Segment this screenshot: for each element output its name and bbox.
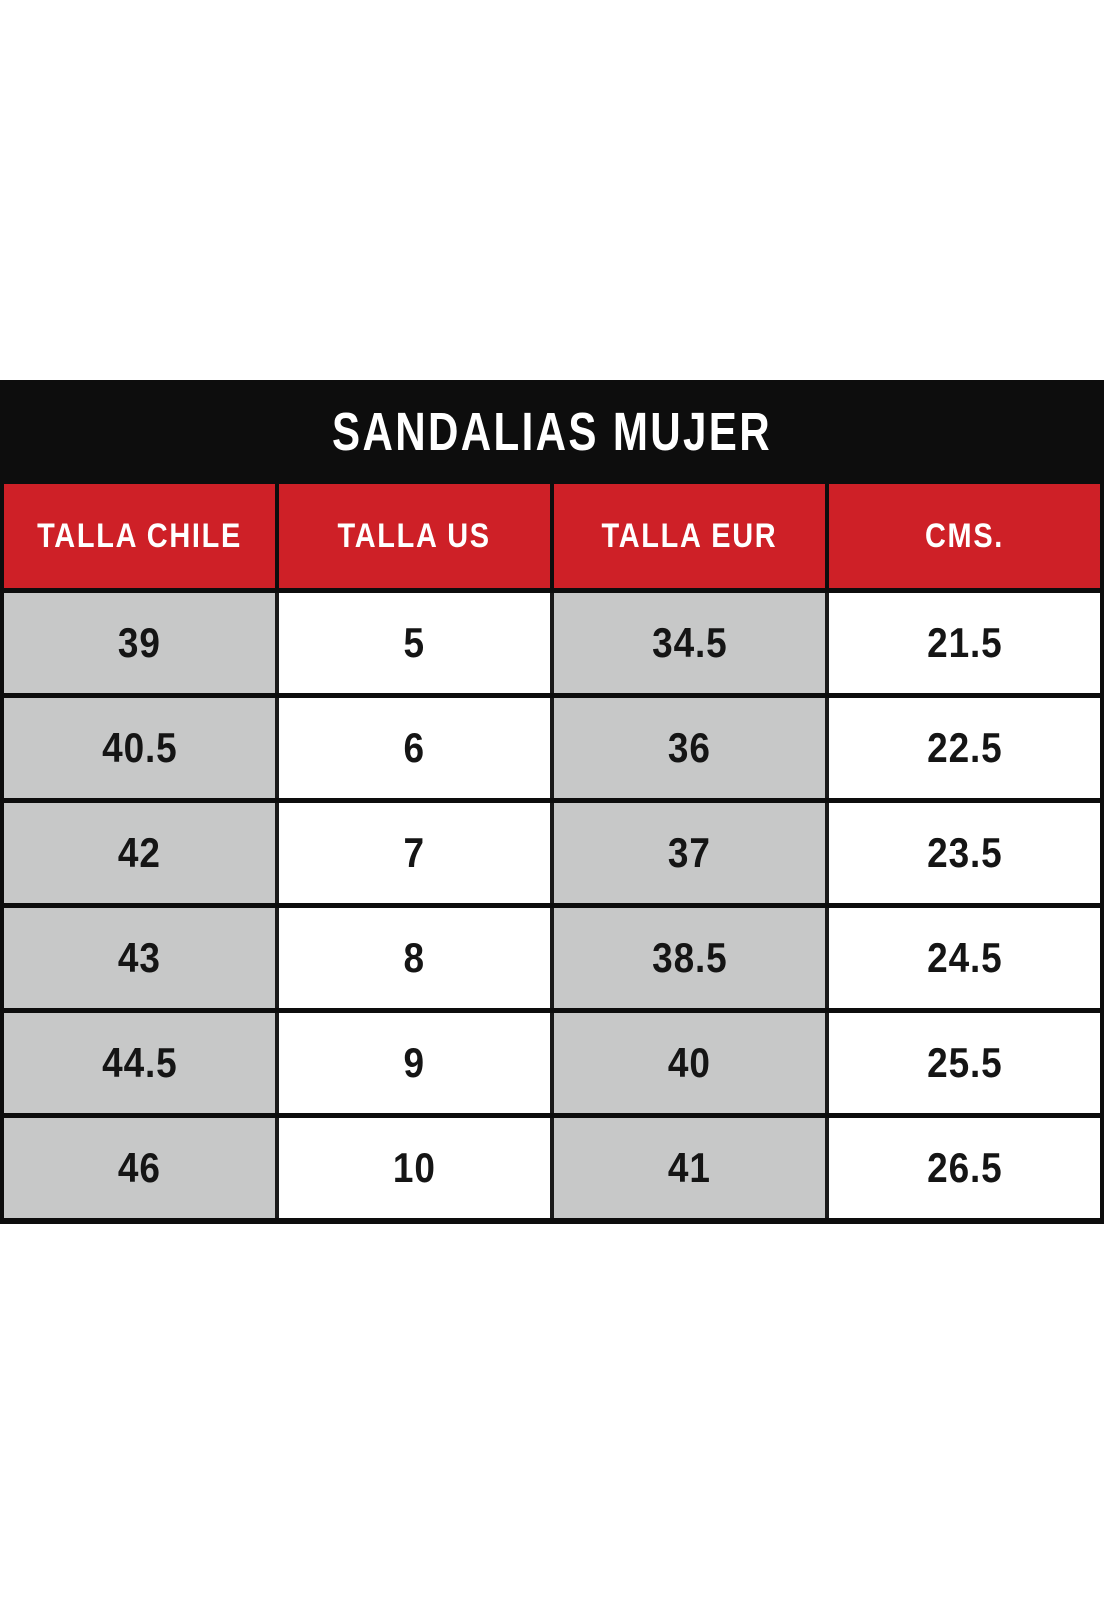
- cell-talla-chile: 40.5: [4, 698, 275, 798]
- size-value: 23.5: [926, 829, 1003, 876]
- size-value: 38.5: [651, 934, 728, 981]
- header-label: CMS.: [924, 516, 1005, 555]
- size-row-2: 40.5 6 36 22.5: [4, 698, 1100, 798]
- size-row-1: 39 5 34.5 21.5: [4, 593, 1100, 693]
- cell-talla-us: 7: [279, 803, 550, 903]
- cell-talla-eur: 36: [554, 698, 825, 798]
- cell-talla-us: 6: [279, 698, 550, 798]
- size-value: 6: [403, 724, 426, 771]
- cell-talla-chile: 44.5: [4, 1013, 275, 1113]
- size-value: 42: [118, 829, 161, 876]
- size-value: 7: [403, 829, 426, 876]
- cell-talla-us: 8: [279, 908, 550, 1008]
- size-value: 8: [403, 934, 426, 981]
- header-cell-talla-us: TALLA US: [279, 484, 550, 588]
- size-row-6: 46 10 41 26.5: [4, 1118, 1100, 1218]
- header-row: TALLA CHILE TALLA US TALLA EUR CMS.: [4, 484, 1100, 588]
- chart-title: SANDALIAS MUJER: [332, 402, 772, 462]
- cell-cms: 23.5: [829, 803, 1100, 903]
- size-value: 44.5: [101, 1039, 178, 1086]
- size-value: 9: [403, 1039, 426, 1086]
- size-value: 10: [393, 1144, 436, 1191]
- cell-talla-eur: 41: [554, 1118, 825, 1218]
- size-value: 5: [403, 619, 426, 666]
- cell-talla-eur: 37: [554, 803, 825, 903]
- size-value: 26.5: [926, 1144, 1003, 1191]
- size-row-5: 44.5 9 40 25.5: [4, 1013, 1100, 1113]
- cell-talla-us: 9: [279, 1013, 550, 1113]
- size-row-4: 43 8 38.5 24.5: [4, 908, 1100, 1008]
- size-value: 34.5: [651, 619, 728, 666]
- size-value: 21.5: [926, 619, 1003, 666]
- size-row-3: 42 7 37 23.5: [4, 803, 1100, 903]
- table-body: 39 5 34.5 21.5 40.5 6 36 22.5 42 7 37 23…: [4, 588, 1100, 1218]
- size-value: 46: [118, 1144, 161, 1191]
- header-cell-talla-eur: TALLA EUR: [554, 484, 825, 588]
- size-value: 22.5: [926, 724, 1003, 771]
- size-value: 40: [668, 1039, 711, 1086]
- cell-cms: 26.5: [829, 1118, 1100, 1218]
- cell-cms: 25.5: [829, 1013, 1100, 1113]
- size-value: 25.5: [926, 1039, 1003, 1086]
- cell-cms: 24.5: [829, 908, 1100, 1008]
- size-grid: TALLA CHILE TALLA US TALLA EUR CMS. 39 5…: [0, 484, 1104, 1224]
- size-value: 39: [118, 619, 161, 666]
- cell-cms: 21.5: [829, 593, 1100, 693]
- size-value: 41: [668, 1144, 711, 1191]
- header-cell-cms: CMS.: [829, 484, 1100, 588]
- cell-talla-chile: 43: [4, 908, 275, 1008]
- cell-talla-chile: 42: [4, 803, 275, 903]
- cell-talla-chile: 46: [4, 1118, 275, 1218]
- size-value: 24.5: [926, 934, 1003, 981]
- cell-cms: 22.5: [829, 698, 1100, 798]
- header-label: TALLA EUR: [601, 516, 778, 555]
- cell-talla-eur: 38.5: [554, 908, 825, 1008]
- cell-talla-eur: 34.5: [554, 593, 825, 693]
- cell-talla-chile: 39: [4, 593, 275, 693]
- size-value: 43: [118, 934, 161, 981]
- size-value: 36: [668, 724, 711, 771]
- header-label: TALLA CHILE: [37, 516, 242, 555]
- cell-talla-us: 5: [279, 593, 550, 693]
- cell-talla-eur: 40: [554, 1013, 825, 1113]
- size-chart-table: SANDALIAS MUJER TALLA CHILE TALLA US TAL…: [0, 380, 1104, 1224]
- cell-talla-us: 10: [279, 1118, 550, 1218]
- header-label: TALLA US: [337, 516, 492, 555]
- size-value: 37: [668, 829, 711, 876]
- header-cell-talla-chile: TALLA CHILE: [4, 484, 275, 588]
- chart-title-bar: SANDALIAS MUJER: [0, 380, 1104, 484]
- size-value: 40.5: [101, 724, 178, 771]
